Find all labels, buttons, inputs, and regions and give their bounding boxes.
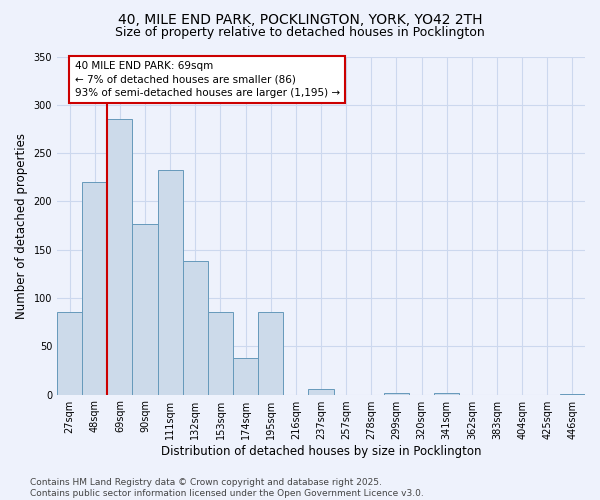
X-axis label: Distribution of detached houses by size in Pocklington: Distribution of detached houses by size …: [161, 444, 481, 458]
Bar: [233, 358, 258, 395]
Text: 40, MILE END PARK, POCKLINGTON, YORK, YO42 2TH: 40, MILE END PARK, POCKLINGTON, YORK, YO…: [118, 12, 482, 26]
Text: Contains HM Land Registry data © Crown copyright and database right 2025.
Contai: Contains HM Land Registry data © Crown c…: [30, 478, 424, 498]
Bar: [107, 120, 133, 394]
Bar: [183, 262, 208, 394]
Bar: [133, 224, 158, 394]
Text: Size of property relative to detached houses in Pocklington: Size of property relative to detached ho…: [115, 26, 485, 39]
Bar: [384, 392, 409, 394]
Bar: [434, 392, 459, 394]
Bar: [57, 312, 82, 394]
Bar: [82, 182, 107, 394]
Bar: [158, 170, 183, 394]
Bar: [208, 312, 233, 394]
Bar: [258, 312, 283, 394]
Y-axis label: Number of detached properties: Number of detached properties: [15, 132, 28, 318]
Text: 40 MILE END PARK: 69sqm
← 7% of detached houses are smaller (86)
93% of semi-det: 40 MILE END PARK: 69sqm ← 7% of detached…: [74, 62, 340, 98]
Bar: [308, 389, 334, 394]
